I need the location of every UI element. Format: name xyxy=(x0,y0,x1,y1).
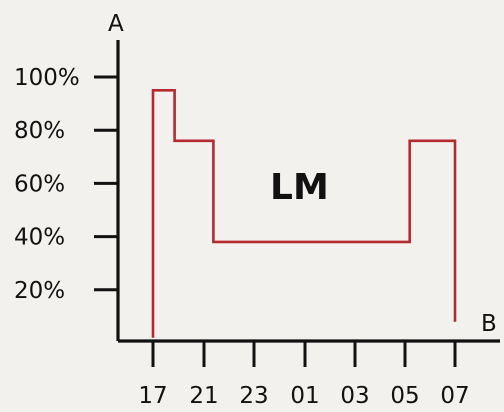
x-tick-label: 03 xyxy=(340,383,369,409)
y-tick-label: 80% xyxy=(14,118,65,144)
x-ticks: 17 21 23 01 03 05 07 xyxy=(138,341,470,409)
y-tick-label: 20% xyxy=(14,278,65,304)
chart-annotation: LM xyxy=(270,167,329,208)
x-tick-label: 05 xyxy=(390,383,419,409)
x-axis-label: B xyxy=(481,311,497,337)
y-tick-label: 100% xyxy=(14,65,80,91)
y-axis-label: A xyxy=(108,11,124,37)
x-tick-label: 21 xyxy=(189,383,218,409)
x-tick-label: 01 xyxy=(290,383,319,409)
y-tick-label: 40% xyxy=(14,225,65,251)
y-ticks: 20% 40% 60% 80% 100% xyxy=(14,65,118,304)
series-layer xyxy=(151,89,457,338)
x-tick-label: 17 xyxy=(138,383,167,409)
x-tick-label: 07 xyxy=(440,383,469,409)
y-tick-label: 60% xyxy=(14,171,65,197)
x-tick-label: 23 xyxy=(239,383,268,409)
series-line xyxy=(151,89,457,338)
